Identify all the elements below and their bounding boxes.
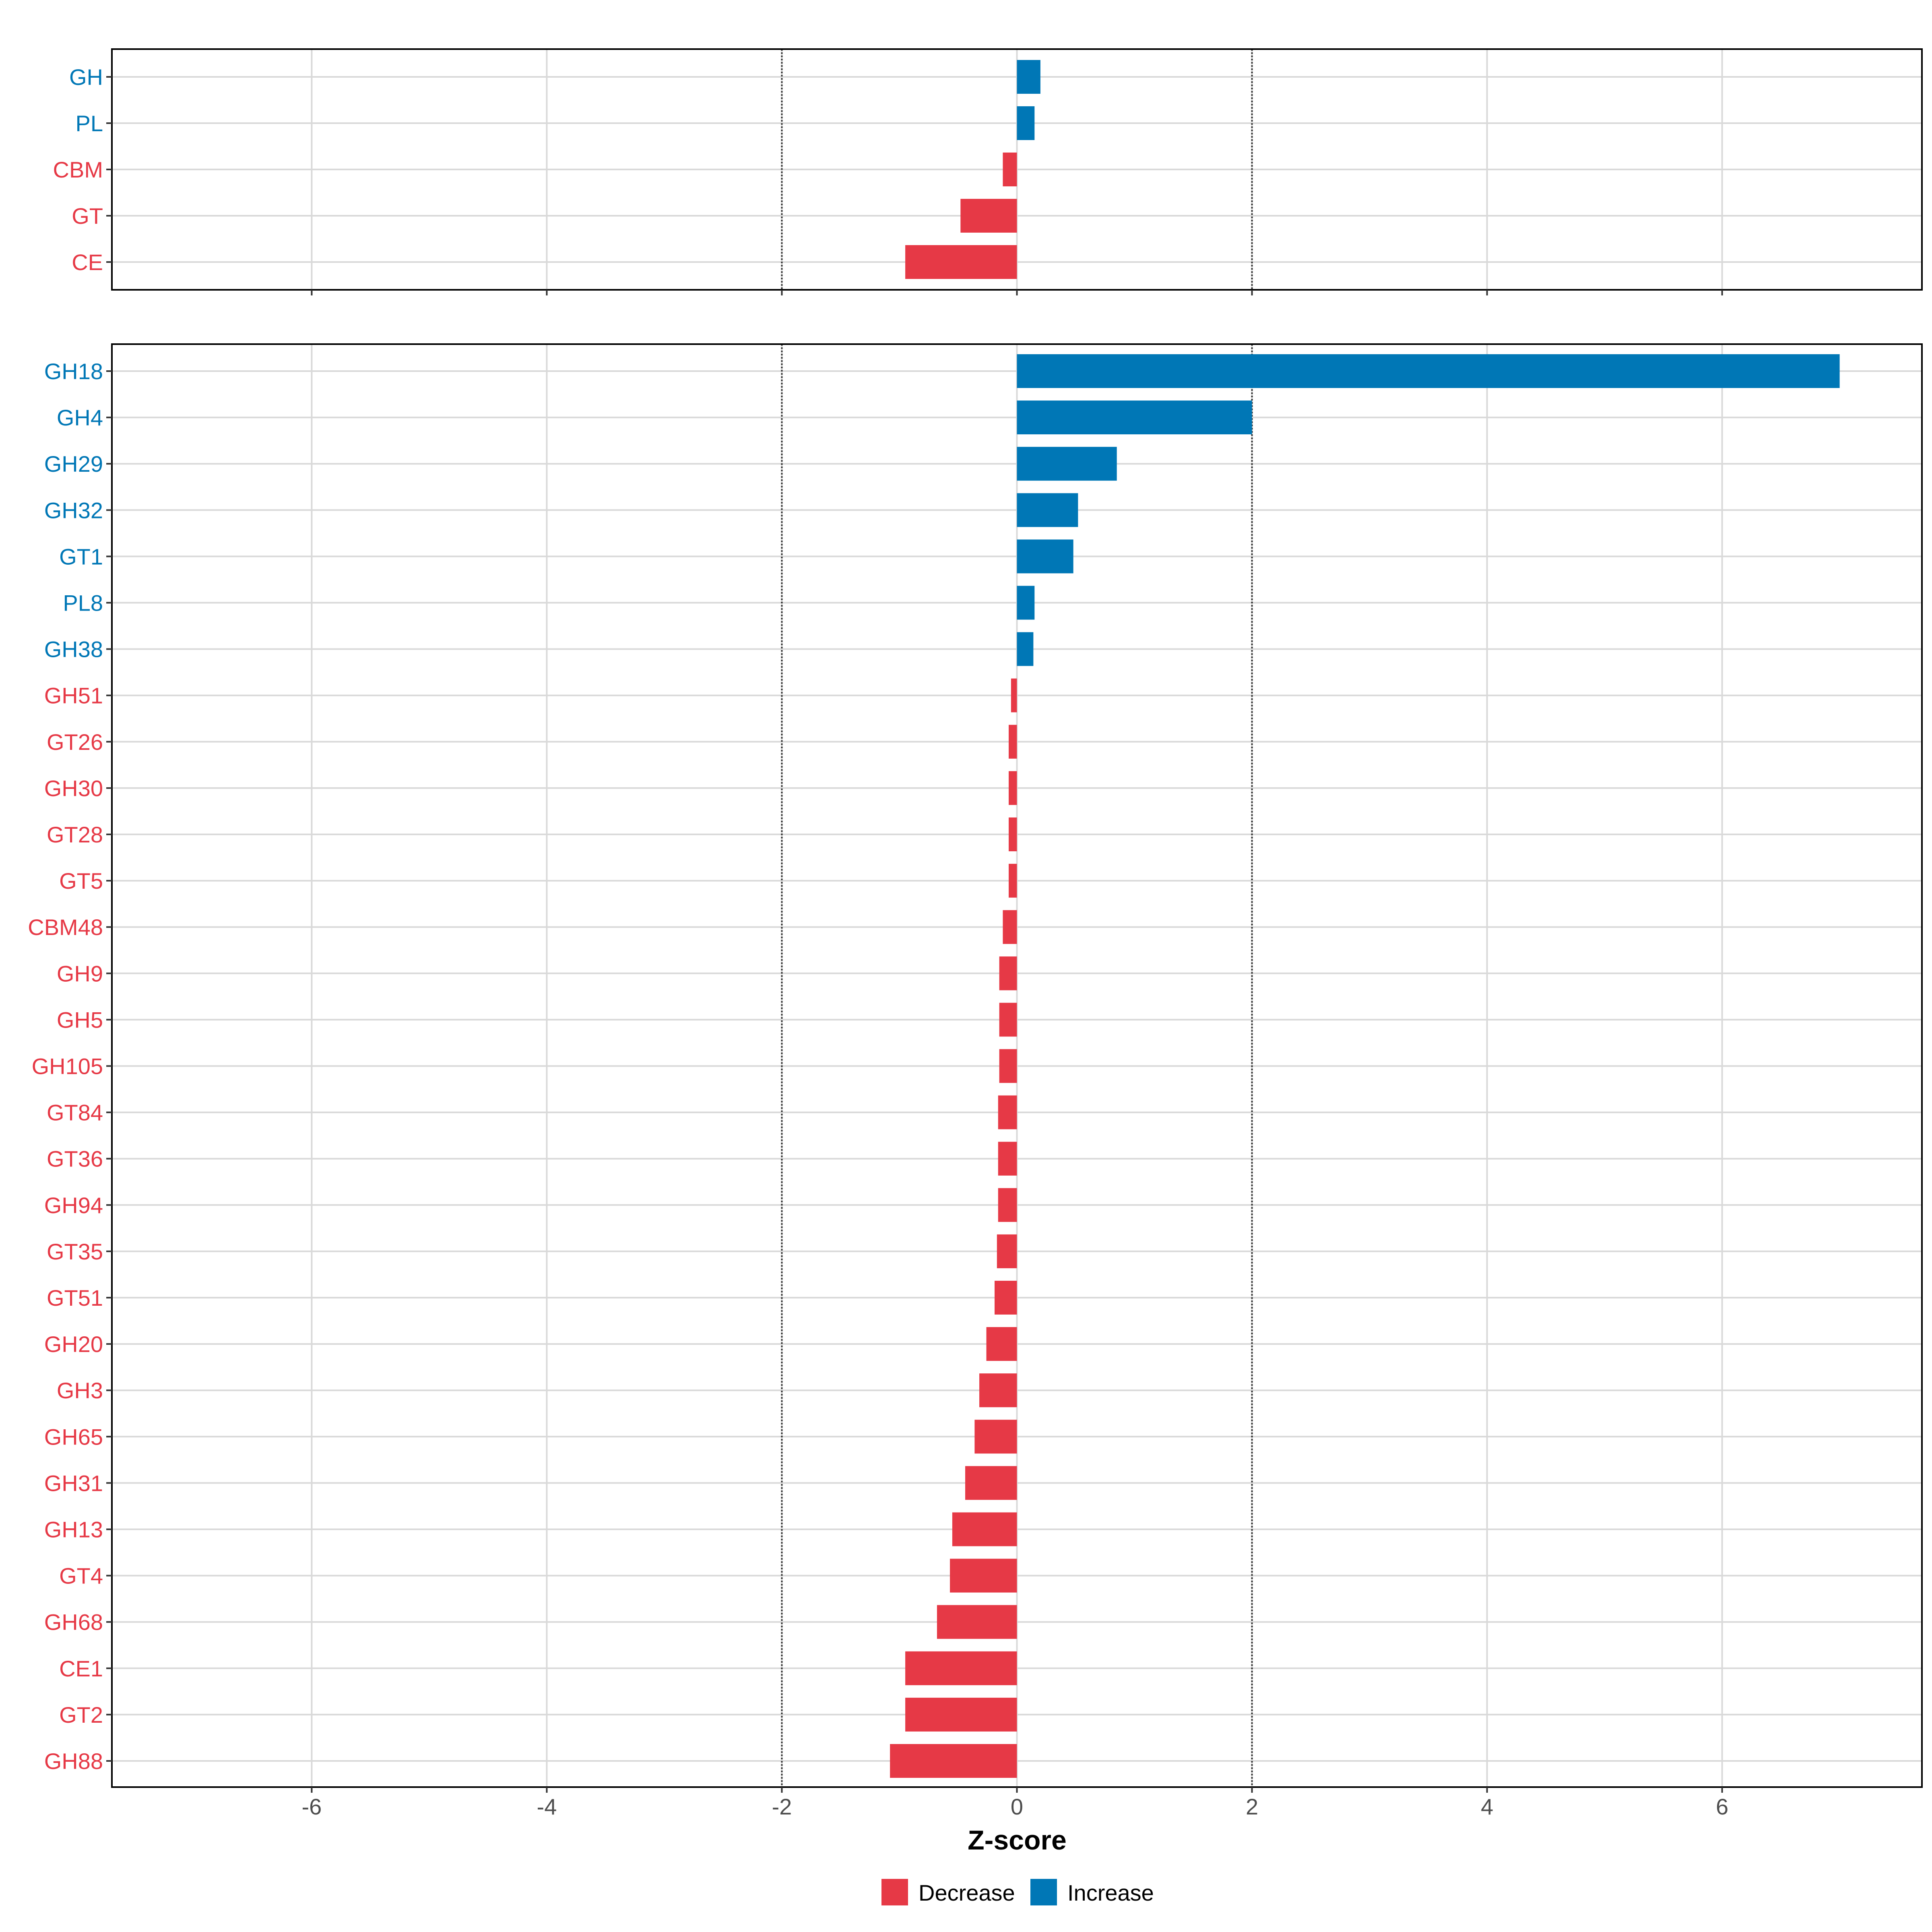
classes-bar-cbm	[1003, 153, 1017, 186]
families-bar-gt36	[998, 1141, 1017, 1176]
families-bar-gh18	[1017, 354, 1840, 388]
families-ylabel-gh88: GH88	[44, 1748, 103, 1774]
families-ylabel-gt4: GT4	[59, 1563, 103, 1589]
families-ylabel-gh32: GH32	[44, 497, 103, 523]
families-ylabel-gh31: GH31	[44, 1470, 103, 1496]
classes-bar-gh	[1017, 60, 1040, 94]
legend-label-decrease: Decrease	[919, 1880, 1015, 1905]
families-bar-gh30	[1009, 771, 1017, 805]
families-ylabel-gt2: GT2	[59, 1702, 103, 1728]
families-ylabel-gh29: GH29	[44, 451, 103, 477]
families-bar-gh9	[999, 956, 1017, 991]
families-ylabel-gh18: GH18	[44, 359, 103, 384]
classes-ylabel-gt: GT	[72, 203, 103, 229]
families-ylabel-gh105: GH105	[32, 1054, 103, 1079]
families-bar-gt2	[905, 1697, 1017, 1732]
families-bar-gt26	[1009, 724, 1017, 759]
families-ylabel-gt51: GT51	[47, 1285, 103, 1311]
families-ylabel-gt5: GT5	[59, 868, 103, 894]
classes-ylabel-cbm: CBM	[53, 157, 103, 182]
families-bar-gt51	[995, 1281, 1017, 1315]
families-bar-cbm48	[1003, 910, 1017, 944]
families-ylabel-gt84: GT84	[47, 1100, 103, 1125]
classes-ylabel-gh: GH	[69, 64, 103, 90]
families-bar-gh105	[999, 1049, 1017, 1083]
families-bar-ce1	[905, 1651, 1017, 1685]
families-ylabel-gt1: GT1	[59, 544, 103, 569]
classes-ylabel-pl: PL	[76, 111, 103, 136]
families-ylabel-gh20: GH20	[44, 1331, 103, 1357]
families-bar-gh32	[1017, 493, 1078, 527]
families-bar-gh20	[986, 1327, 1017, 1361]
families-ylabel-cbm48: CBM48	[28, 914, 103, 940]
families-bar-gt84	[998, 1095, 1017, 1129]
families-bar-gh94	[998, 1188, 1017, 1222]
families-bar-gh4	[1017, 400, 1252, 435]
x-tick-label--6: -6	[302, 1794, 322, 1819]
families-ylabel-gh4: GH4	[57, 405, 103, 430]
families-ylabel-gt28: GT28	[47, 822, 103, 847]
x-tick-label-2: 2	[1246, 1794, 1258, 1819]
x-tick-label--2: -2	[772, 1794, 792, 1819]
top-panel: GH PL CBM GT CE	[53, 48, 1923, 295]
classes-bar-ce	[905, 245, 1017, 279]
x-tick-label-4: 4	[1481, 1794, 1493, 1819]
families-ylabel-gh68: GH68	[44, 1610, 103, 1635]
families-ylabel-gh30: GH30	[44, 776, 103, 801]
x-tick-label-6: 6	[1716, 1794, 1728, 1819]
families-bar-gh3	[979, 1373, 1017, 1408]
legend-key-increase	[1030, 1879, 1057, 1905]
families-ylabel-gh38: GH38	[44, 637, 103, 662]
families-ylabel-gh3: GH3	[57, 1378, 103, 1403]
families-ylabel-gt26: GT26	[47, 729, 103, 755]
families-ylabel-gt36: GT36	[47, 1146, 103, 1172]
families-bar-gh29	[1017, 447, 1117, 481]
families-bar-gh51	[1011, 678, 1017, 712]
families-ylabel-gh13: GH13	[44, 1517, 103, 1542]
families-bar-gt28	[1009, 817, 1017, 851]
families-bar-gh68	[937, 1605, 1017, 1639]
families-ylabel-pl8: PL8	[63, 590, 103, 616]
families-ylabel-ce1: CE1	[59, 1656, 103, 1681]
families-bar-gh38	[1017, 632, 1034, 666]
classes-ylabel-ce: CE	[72, 250, 103, 275]
families-ylabel-gh65: GH65	[44, 1424, 103, 1449]
families-bar-gt4	[950, 1558, 1017, 1593]
families-ylabel-gh9: GH9	[57, 961, 103, 986]
x-tick-label--4: -4	[537, 1794, 557, 1819]
classes-bar-pl	[1017, 106, 1035, 140]
x-axis: -6 -4 -2 0 2 4 6	[302, 1794, 1729, 1819]
families-bar-gt35	[997, 1234, 1017, 1268]
legend-key-decrease	[881, 1879, 908, 1905]
legend-label-increase: Increase	[1067, 1880, 1154, 1905]
families-ylabel-gh94: GH94	[44, 1193, 103, 1218]
families-bar-gh31	[965, 1466, 1017, 1500]
legend: Decrease Increase	[881, 1879, 1154, 1905]
families-bar-gh88	[890, 1744, 1017, 1778]
families-bar-gt1	[1017, 539, 1073, 574]
classes-bar-gt	[960, 199, 1017, 233]
families-bar-gt5	[1009, 864, 1017, 898]
families-ylabel-gh51: GH51	[44, 683, 103, 708]
families-bar-gh65	[974, 1420, 1017, 1454]
x-tick-label-0: 0	[1011, 1794, 1023, 1819]
families-bar-gh5	[999, 1003, 1017, 1037]
families-bar-gh13	[952, 1512, 1017, 1546]
families-bar-pl8	[1017, 586, 1035, 620]
families-ylabel-gh5: GH5	[57, 1007, 103, 1032]
bottom-panel: GH18 GH4 GH29 GH32 GT1 PL8 GH38 GH51 GT26 GH30 GT2…	[28, 343, 1923, 1793]
x-axis-title: Z-score	[968, 1825, 1067, 1856]
families-ylabel-gt35: GT35	[47, 1239, 103, 1264]
